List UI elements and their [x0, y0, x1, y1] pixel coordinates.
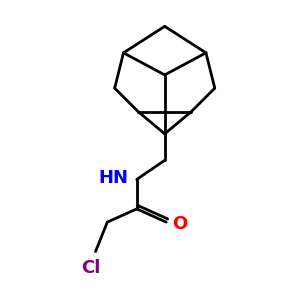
Text: O: O: [172, 214, 187, 232]
Text: HN: HN: [98, 169, 128, 187]
Text: Cl: Cl: [81, 259, 101, 277]
